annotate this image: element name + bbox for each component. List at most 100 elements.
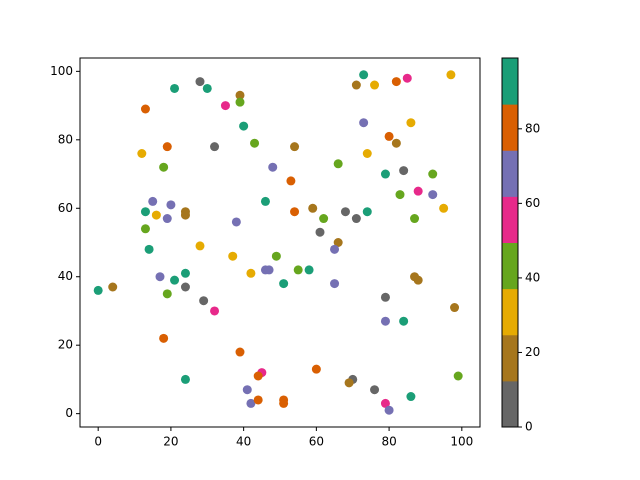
point [384, 131, 394, 141]
point [220, 101, 230, 111]
point [351, 214, 361, 224]
y-tick-label: 0 [65, 406, 73, 420]
point [286, 176, 296, 186]
point [170, 275, 180, 285]
point [370, 385, 380, 395]
point [290, 142, 300, 152]
colorbar-tick-label: 80 [525, 121, 540, 135]
point [199, 296, 209, 306]
point [395, 190, 405, 200]
x-tick-label: 100 [450, 435, 473, 449]
point [180, 374, 190, 384]
colorbar-segment [502, 334, 518, 382]
point [235, 347, 245, 357]
point [195, 77, 205, 87]
point [410, 214, 420, 224]
y-tick-label: 20 [58, 338, 73, 352]
point [148, 196, 158, 206]
point [210, 306, 220, 316]
point [195, 241, 205, 251]
point [311, 364, 321, 374]
colorbar-tick-label: 40 [525, 270, 540, 284]
point [362, 207, 372, 217]
point [330, 279, 340, 289]
point [180, 268, 190, 278]
point [406, 118, 416, 128]
plot-frame [79, 57, 481, 428]
point [359, 118, 369, 128]
colorbar-segment [502, 288, 518, 336]
point [144, 244, 154, 254]
x-tick-label: 20 [163, 435, 178, 449]
point [93, 285, 103, 295]
point [231, 217, 241, 227]
point [453, 371, 463, 381]
point [239, 121, 249, 131]
point [428, 190, 438, 200]
point [446, 70, 456, 80]
y-tick-label: 80 [58, 132, 73, 146]
point [413, 186, 423, 196]
point [402, 73, 412, 83]
x-tick-label: 0 [94, 435, 102, 449]
point [137, 149, 147, 159]
point [170, 83, 180, 93]
point [253, 395, 263, 405]
point [308, 203, 318, 213]
point [228, 251, 238, 261]
x-tick-label: 80 [381, 435, 396, 449]
point [246, 398, 256, 408]
point [180, 282, 190, 292]
point [391, 77, 401, 87]
point [253, 371, 263, 381]
point [140, 104, 150, 114]
point [162, 214, 172, 224]
point [391, 138, 401, 148]
point [151, 210, 161, 220]
point [246, 268, 256, 278]
point [428, 169, 438, 179]
point [108, 282, 118, 292]
point [413, 275, 423, 285]
point [380, 398, 390, 408]
point [380, 169, 390, 179]
point [380, 316, 390, 326]
point [333, 159, 343, 169]
point [279, 279, 289, 289]
point [362, 149, 372, 159]
point [384, 405, 394, 415]
point [140, 207, 150, 217]
colorbar-segment [502, 104, 518, 151]
x-tick-label: 60 [309, 435, 324, 449]
point [235, 90, 245, 100]
point [406, 392, 416, 402]
point [370, 80, 380, 90]
y-tick-label: 100 [50, 64, 73, 78]
point [140, 224, 150, 234]
point [399, 166, 409, 176]
colorbar-segment [502, 58, 518, 105]
point [162, 289, 172, 299]
point [271, 251, 281, 261]
point [264, 265, 274, 275]
colorbar-segment [502, 380, 518, 428]
point [260, 196, 270, 206]
point [166, 200, 176, 210]
point [155, 272, 165, 282]
point [162, 142, 172, 152]
point [351, 80, 361, 90]
point [180, 210, 190, 220]
point [450, 303, 460, 313]
colorbar-tick-label: 0 [525, 420, 533, 434]
point [250, 138, 260, 148]
point [359, 70, 369, 80]
point [159, 333, 169, 343]
point [202, 83, 212, 93]
point [344, 378, 354, 388]
point [315, 227, 325, 237]
point [293, 265, 303, 275]
colorbar-segment [502, 150, 518, 197]
point [159, 162, 169, 172]
point [330, 244, 340, 254]
point [319, 214, 329, 224]
